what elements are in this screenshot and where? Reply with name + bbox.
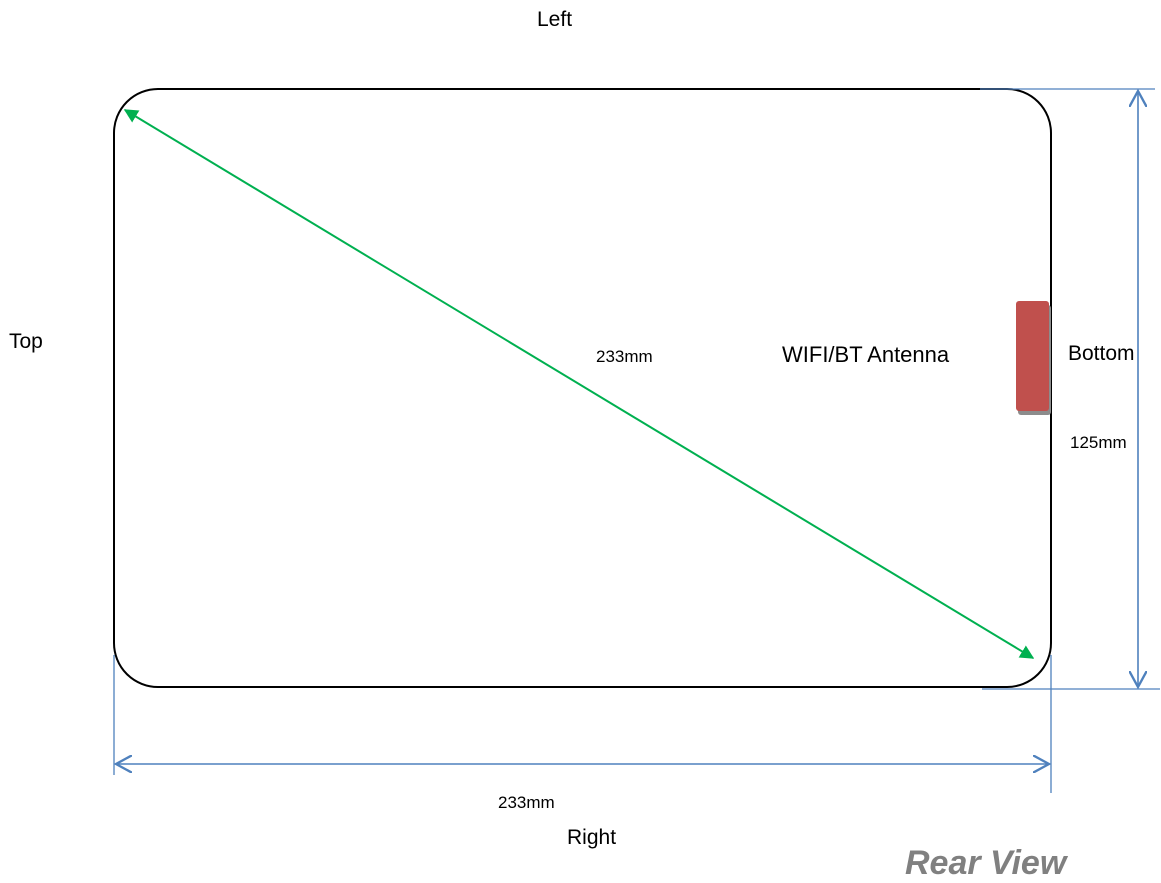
orientation-label-left: Left [537, 8, 572, 31]
view-title: Rear View [905, 844, 1069, 882]
orientation-label-bottom: Bottom [1068, 342, 1135, 365]
orientation-label-top: Top [9, 330, 43, 353]
diagonal-dimension-arrow [123, 109, 1035, 659]
width-dimension-label: 233mm [498, 793, 555, 812]
antenna-block [1016, 301, 1049, 411]
device-outline [113, 88, 1052, 688]
orientation-label-right: Right [567, 826, 616, 849]
diagonal-dimension-label: 233mm [596, 347, 653, 366]
antenna-label: WIFI/BT Antenna [782, 342, 950, 367]
height-dimension-label: 125mm [1070, 433, 1127, 452]
